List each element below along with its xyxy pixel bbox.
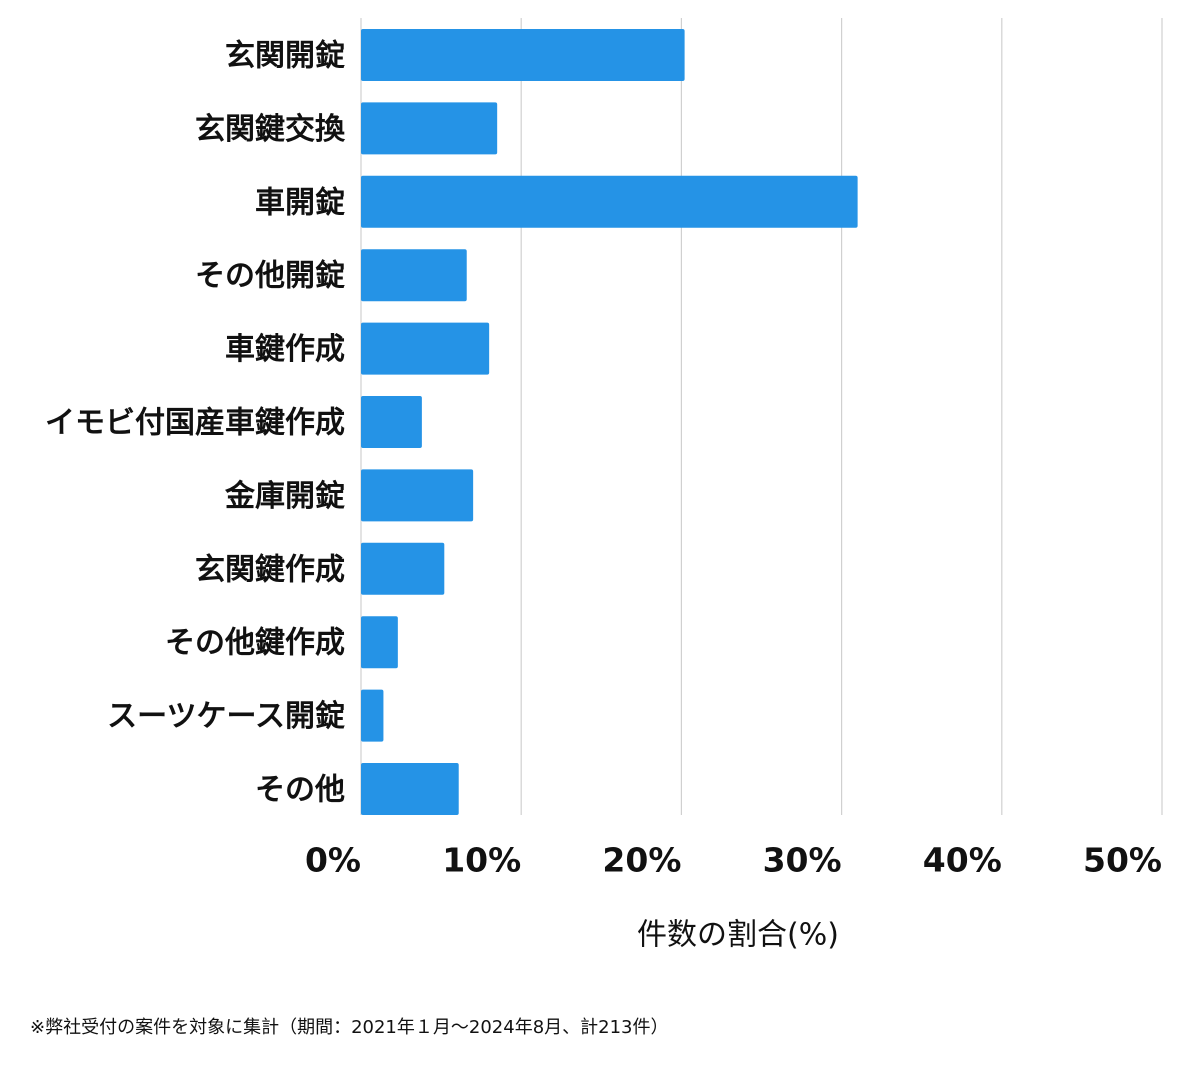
x-tick-label: 50% bbox=[1083, 841, 1162, 880]
bar bbox=[361, 763, 459, 815]
x-axis-label: 件数の割合(%) bbox=[637, 918, 839, 953]
bar bbox=[361, 249, 467, 302]
y-tick-label: 金庫開錠 bbox=[224, 479, 345, 514]
y-tick-label: 車開錠 bbox=[255, 185, 345, 220]
x-tick-label: 10% bbox=[442, 841, 521, 880]
footnote: ※弊社受付の案件を対象に集計（期間：2021年１月～2024年8月、計213件） bbox=[30, 1017, 669, 1038]
x-tick-label: 20% bbox=[602, 841, 681, 880]
y-tick-label: その他開錠 bbox=[195, 259, 345, 294]
bar bbox=[361, 689, 384, 742]
y-tick-label: スーツケース開錠 bbox=[107, 699, 345, 734]
x-tick-label: 40% bbox=[923, 841, 1002, 880]
bar bbox=[361, 396, 422, 448]
y-tick-label: 玄関鍵作成 bbox=[195, 552, 345, 587]
y-tick-label: 車鍵作成 bbox=[225, 332, 345, 367]
bar bbox=[361, 102, 498, 155]
bar bbox=[361, 322, 490, 375]
x-tick-label: 30% bbox=[763, 841, 842, 880]
y-tick-label: 玄関鍵交換 bbox=[195, 112, 346, 147]
x-tick-label: 0% bbox=[305, 841, 361, 880]
y-tick-label: その他 bbox=[255, 773, 345, 808]
y-tick-label: イモビ付国産車鍵作成 bbox=[45, 406, 345, 441]
bar bbox=[361, 175, 858, 228]
bar bbox=[361, 469, 474, 522]
y-tick-label: 玄関開錠 bbox=[225, 39, 345, 74]
bar bbox=[361, 616, 398, 669]
y-tick-label: その他鍵作成 bbox=[165, 626, 345, 661]
bar bbox=[361, 542, 445, 595]
bar bbox=[361, 29, 685, 81]
